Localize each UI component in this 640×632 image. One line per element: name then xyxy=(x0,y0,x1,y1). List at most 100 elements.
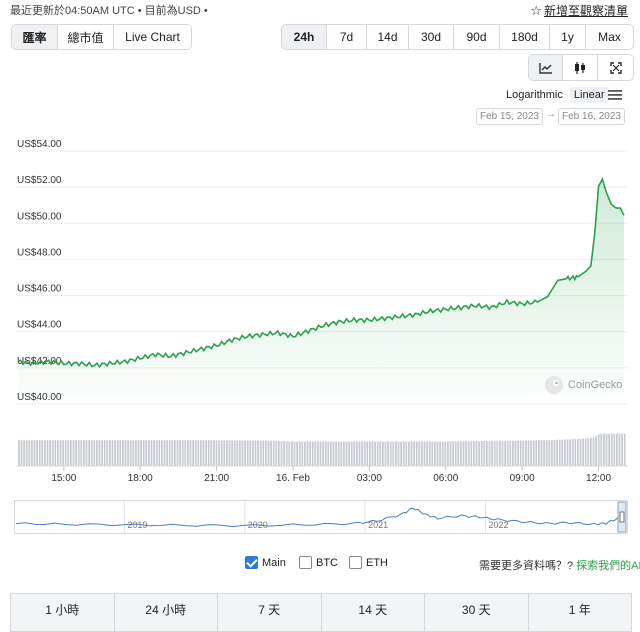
legend-btc[interactable]: BTC xyxy=(299,556,338,569)
volume-bar xyxy=(467,441,470,466)
volume-bar xyxy=(124,440,127,466)
volume-bar xyxy=(327,441,330,466)
volume-bar xyxy=(236,440,239,466)
volume-bar xyxy=(603,433,605,466)
volume-bar xyxy=(332,441,335,466)
volume-bar xyxy=(267,440,270,466)
date-to-input[interactable]: Feb 16, 2023 xyxy=(558,108,625,125)
volume-bar xyxy=(462,441,465,466)
volume-bar xyxy=(181,440,184,466)
volume-bar xyxy=(283,441,285,466)
volume-bar xyxy=(382,441,384,466)
volume-bar xyxy=(213,440,215,466)
volume-bar xyxy=(415,441,418,466)
volume-bar xyxy=(538,440,540,466)
volume-bar xyxy=(556,439,558,466)
volume-bar xyxy=(241,440,244,466)
volume-bar xyxy=(579,438,582,466)
volume-bar xyxy=(293,441,296,466)
volume-bar xyxy=(545,440,548,466)
candlestick-button[interactable] xyxy=(563,55,598,80)
volume-bar xyxy=(62,440,64,466)
volume-bar xyxy=(194,440,197,466)
volume-bar xyxy=(483,441,486,466)
volume-bar xyxy=(465,441,467,466)
period-7d: 7 天 xyxy=(218,594,322,631)
volume-bar xyxy=(33,440,36,466)
volume-bar xyxy=(340,441,343,466)
volume-bar xyxy=(90,440,93,466)
volume-bar xyxy=(23,440,25,466)
volume-bar xyxy=(67,440,70,466)
volume-bar xyxy=(504,440,506,466)
volume-bar xyxy=(93,440,96,466)
volume-bar xyxy=(142,440,145,466)
volume-bar xyxy=(548,440,551,466)
volume-bar xyxy=(36,440,38,466)
line-chart-button[interactable] xyxy=(529,55,563,80)
volume-bar xyxy=(522,440,525,466)
volume-bar xyxy=(161,440,163,466)
volume-bar xyxy=(501,440,504,466)
volume-bar xyxy=(72,440,75,466)
tab-range-14d[interactable]: 14d xyxy=(367,25,409,49)
btc-checkbox[interactable] xyxy=(299,556,312,569)
date-from-input[interactable]: Feb 15, 2023 xyxy=(476,108,543,125)
tab-price[interactable]: 匯率 xyxy=(12,25,58,49)
volume-bar xyxy=(205,440,207,466)
volume-bar xyxy=(410,441,413,466)
volume-bar xyxy=(179,440,181,466)
tab-range-7d[interactable]: 7d xyxy=(327,25,367,49)
tab-range-90d[interactable]: 90d xyxy=(454,25,500,49)
volume-bar xyxy=(31,440,33,466)
period-table-header: 1 小時 24 小時 7 天 14 天 30 天 1 年 xyxy=(10,593,632,632)
range-navigator[interactable]: 2019 2020 2021 2022 xyxy=(14,500,628,534)
scale-linear[interactable]: Linear xyxy=(569,87,609,103)
tab-range-1y[interactable]: 1y xyxy=(550,25,586,49)
fullscreen-button[interactable] xyxy=(598,55,633,80)
tab-market-cap[interactable]: 總市值 xyxy=(58,25,114,49)
tab-range-24h[interactable]: 24h xyxy=(282,25,327,49)
volume-bar xyxy=(132,440,135,466)
tab-range-max[interactable]: Max xyxy=(598,30,621,44)
hamburger-menu-icon[interactable] xyxy=(608,88,622,106)
volume-bar xyxy=(57,440,59,466)
scale-logarithmic[interactable]: Logarithmic xyxy=(506,89,563,101)
volume-bar xyxy=(252,440,254,466)
volume-bar xyxy=(418,441,421,466)
navigator-line xyxy=(15,507,625,528)
volume-bar xyxy=(566,439,569,466)
volume-bar xyxy=(192,440,194,466)
api-link[interactable]: 探索我們的API xyxy=(576,560,640,572)
volume-bar xyxy=(582,438,584,466)
volume-bar xyxy=(402,441,405,466)
price-line xyxy=(17,177,625,369)
volume-bar xyxy=(553,439,556,466)
volume-bar xyxy=(262,440,265,466)
main-checkbox[interactable] xyxy=(245,556,258,569)
price-chart[interactable]: US$54.00 US$52.00 US$50.00 US$48.00 US$46.00… xyxy=(0,128,640,488)
volume-bar xyxy=(499,440,501,466)
eth-checkbox[interactable] xyxy=(349,556,362,569)
volume-bar xyxy=(348,441,350,466)
volume-bar xyxy=(259,440,262,466)
volume-bar xyxy=(103,440,106,466)
add-to-watchlist-label: 新增至觀察清單 xyxy=(543,4,628,18)
tab-live-chart[interactable]: Live Chart xyxy=(125,30,180,44)
volume-bar xyxy=(392,441,395,466)
navigator-handle[interactable] xyxy=(619,511,625,523)
volume-bar xyxy=(119,440,122,466)
volume-bar xyxy=(564,439,566,466)
volume-bar xyxy=(98,440,101,466)
volume-bar xyxy=(571,439,574,466)
volume-bar xyxy=(376,441,379,466)
legend-eth[interactable]: ETH xyxy=(349,556,388,569)
tab-range-180d[interactable]: 180d xyxy=(500,25,550,49)
legend-main[interactable]: Main xyxy=(245,556,286,569)
add-to-watchlist-link[interactable]: ☆ 新增至觀察清單 xyxy=(530,2,628,19)
volume-bar xyxy=(158,440,161,466)
price-area xyxy=(18,179,624,396)
volume-bar xyxy=(447,441,449,466)
tab-range-30d[interactable]: 30d xyxy=(409,25,454,49)
volume-bar xyxy=(517,440,519,466)
